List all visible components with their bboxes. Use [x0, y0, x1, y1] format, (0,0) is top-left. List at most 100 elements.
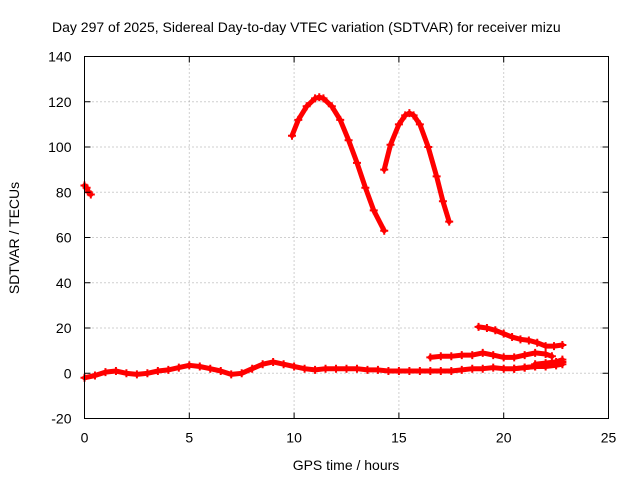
y-tick-label: 0: [64, 365, 72, 381]
data-point: [424, 143, 433, 151]
data-point: [237, 369, 246, 378]
data-point: [447, 366, 456, 375]
data-point: [279, 360, 288, 369]
data-point: [384, 366, 393, 375]
data-point: [468, 364, 477, 373]
x-tick-label: 15: [391, 430, 407, 446]
data-point: [164, 365, 173, 374]
data-point: [432, 172, 441, 181]
data-point: [474, 322, 483, 331]
data-point: [185, 361, 194, 370]
data-point: [294, 115, 303, 124]
data-point: [558, 340, 567, 349]
data-point: [409, 111, 418, 120]
plot-frame: [84, 56, 609, 419]
data-point: [510, 353, 519, 362]
data-point: [319, 94, 328, 103]
data-point: [86, 190, 95, 199]
grid: [84, 56, 609, 419]
data-point: [499, 353, 508, 362]
data-point: [143, 369, 152, 378]
data-point: [363, 365, 372, 374]
data-point: [290, 362, 299, 371]
data-point: [533, 338, 542, 347]
data-point: [550, 342, 559, 351]
data-point: [132, 370, 141, 379]
data-point: [153, 366, 162, 375]
data-point: [174, 363, 183, 372]
data-point: [531, 360, 540, 369]
data-point: [311, 94, 320, 103]
x-tick-label: 25: [601, 430, 617, 446]
data-point: [216, 366, 225, 375]
data-point: [405, 366, 414, 375]
data-point: [386, 140, 395, 149]
data-point: [342, 364, 351, 373]
data-point: [206, 364, 215, 373]
data-point: [394, 120, 403, 129]
data-point: [369, 206, 378, 215]
data-point: [516, 335, 525, 344]
series-baseline: [82, 359, 565, 381]
chart-title: Day 297 of 2025, Sidereal Day-to-day VTE…: [52, 19, 561, 35]
y-tick-label: 40: [56, 275, 72, 291]
data-point: [478, 364, 487, 373]
data-point: [457, 365, 466, 374]
data-point: [541, 359, 550, 368]
data-point: [415, 120, 424, 129]
y-tick-label: 80: [56, 184, 72, 200]
data-point: [288, 131, 297, 140]
y-axis-label: SDTVAR / TECUs: [6, 182, 22, 294]
data-point: [457, 351, 466, 360]
axis-ticks: 0 5 10 15 20 25 -20 0 20 40 60 80 100 120 140: [48, 49, 616, 446]
data-point: [520, 363, 529, 372]
data-point: [552, 357, 561, 366]
x-tick-label: 20: [496, 430, 512, 446]
data-point: [489, 363, 498, 372]
data-point: [426, 366, 435, 375]
data-point: [111, 366, 120, 375]
data-point: [491, 326, 500, 335]
data-point: [361, 183, 370, 192]
x-tick-label: 5: [185, 430, 193, 446]
series-arc-high-2: [381, 110, 452, 225]
data-point: [499, 329, 508, 338]
y-tick-label: 100: [48, 139, 72, 155]
data-point: [401, 111, 410, 120]
data-point: [436, 352, 445, 361]
data-point: [426, 353, 435, 362]
data-point: [445, 217, 454, 226]
series-arc-end-2: [532, 357, 565, 367]
data-point: [541, 342, 550, 351]
data-point: [248, 364, 257, 373]
data-point: [394, 366, 403, 375]
data-point: [352, 158, 361, 167]
data-point: [258, 360, 267, 369]
data-point: [510, 364, 519, 373]
data-point: [332, 364, 341, 373]
data-point: [122, 369, 131, 378]
series-arc-start: [82, 183, 94, 197]
x-tick-label: 10: [286, 430, 302, 446]
data-point: [508, 333, 517, 342]
data-point: [82, 183, 91, 192]
x-tick-label: 0: [81, 430, 89, 446]
data-point: [269, 357, 278, 366]
data-point: [447, 352, 456, 361]
data-point: [558, 355, 567, 364]
data-point: [478, 348, 487, 357]
data-point: [373, 365, 382, 374]
data-point: [531, 348, 540, 357]
data-point: [336, 115, 345, 124]
y-tick-label: 20: [56, 320, 72, 336]
data-point: [90, 371, 99, 380]
data-point: [321, 364, 330, 373]
data-point: [101, 368, 110, 377]
data-point: [302, 102, 311, 111]
data-point: [300, 364, 309, 373]
data-point: [405, 109, 414, 118]
data-point: [227, 370, 236, 379]
series-group: [80, 93, 567, 382]
data-point: [380, 226, 389, 235]
